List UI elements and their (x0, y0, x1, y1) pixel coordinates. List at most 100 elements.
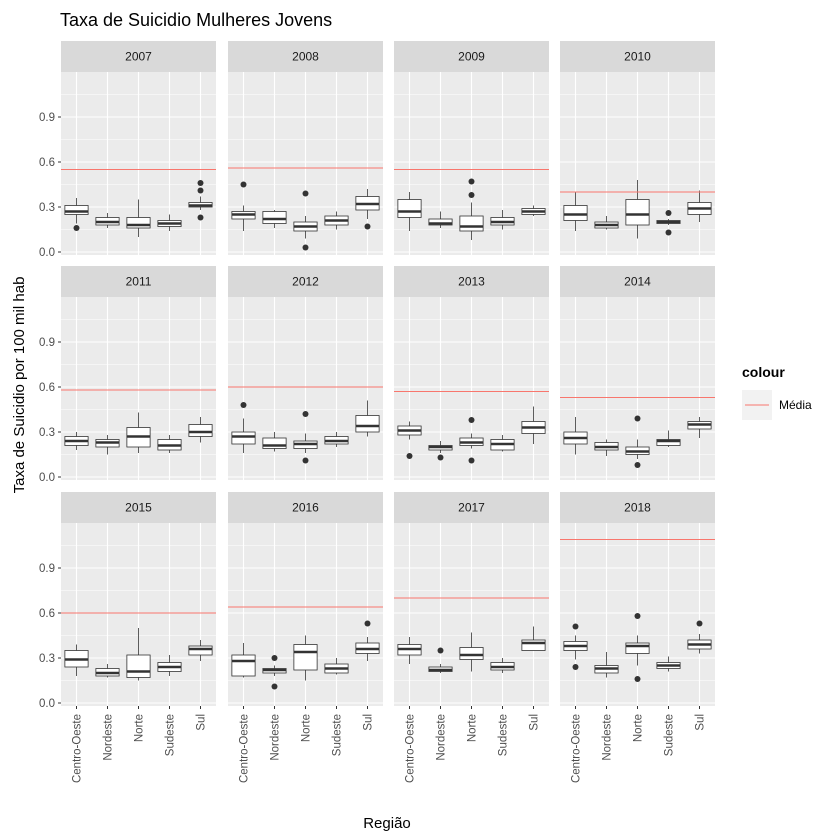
facet-strip (394, 492, 549, 523)
legend: colour Média (742, 364, 812, 420)
box-norte (459, 632, 484, 672)
x-axis-title: Região (363, 815, 411, 832)
outlier-point (437, 454, 444, 461)
box-sul (687, 620, 712, 654)
box-iqr (293, 644, 318, 671)
facet-label: 2010 (624, 50, 651, 64)
box-iqr (563, 205, 588, 221)
x-tick-label: Centro-Oeste (239, 714, 251, 783)
box-centro-oeste (563, 417, 588, 455)
box-iqr (355, 415, 380, 433)
box-iqr (126, 654, 151, 678)
box-iqr (231, 654, 256, 677)
x-tick-label: Sudeste (165, 714, 177, 756)
outlier-point (364, 223, 371, 230)
outlier-point (406, 453, 413, 459)
box-iqr (625, 642, 650, 654)
facet-strip (61, 41, 216, 72)
outlier-point (468, 457, 475, 464)
legend-label-media: Média (779, 398, 812, 412)
box-centro-oeste (397, 637, 422, 664)
y-tick-label: 0.6 (39, 608, 55, 620)
box-norte (126, 199, 151, 237)
box-centro-oeste (231, 402, 256, 453)
outlier-point (271, 655, 278, 661)
box-iqr (188, 645, 213, 656)
facet-label: 2014 (624, 275, 651, 289)
box-iqr (656, 439, 681, 446)
outlier-point (197, 214, 204, 221)
outlier-point (302, 411, 309, 417)
box-sudeste (157, 214, 182, 231)
box-sudeste (656, 656, 681, 672)
outlier-point (572, 664, 579, 670)
box-sul (521, 626, 546, 651)
box-centro-oeste (397, 192, 422, 231)
y-tick-label: 0.6 (39, 382, 55, 394)
facet-2010: 2010 (560, 41, 715, 255)
facet-strip (560, 492, 715, 523)
box-nordeste (428, 647, 453, 673)
facet-strip (394, 266, 549, 297)
outlier-point (364, 620, 371, 627)
y-tick-label: 0.0 (39, 247, 55, 259)
facet-2008: 2008 (228, 41, 383, 255)
outlier-point (634, 462, 641, 468)
facet-2009: 2009 (394, 41, 549, 255)
legend-title: colour (742, 364, 785, 380)
box-nordeste (428, 211, 453, 228)
box-iqr (397, 199, 422, 218)
x-tick-label: Norte (633, 714, 645, 742)
outlier-point (73, 225, 80, 231)
box-iqr (428, 218, 453, 226)
x-tick-label: Nordeste (103, 714, 115, 761)
outlier-point (572, 623, 579, 630)
outlier-point (302, 190, 309, 197)
x-tick-label: Sudeste (332, 714, 344, 756)
y-tick-label: 0.0 (39, 472, 55, 484)
facet-2013: 2013 (394, 266, 549, 480)
outlier-point (468, 178, 475, 185)
facet-strip (228, 266, 383, 297)
box-sudeste (490, 435, 515, 452)
box-nordeste (95, 664, 120, 678)
outlier-point (696, 620, 703, 627)
outlier-point (302, 457, 309, 464)
x-tick-label: Sul (529, 714, 541, 731)
box-iqr (521, 639, 546, 651)
box-sudeste (656, 430, 681, 447)
y-tick-label: 0.6 (39, 157, 55, 169)
outlier-point (665, 229, 672, 236)
box-centro-oeste (563, 192, 588, 231)
x-tick-label: Sudeste (498, 714, 510, 756)
box-centro-oeste (231, 181, 256, 231)
facet-label: 2009 (458, 50, 485, 64)
y-tick-label: 0.3 (39, 653, 55, 665)
x-tick-label: Centro-Oeste (571, 714, 583, 783)
x-tick-label: Norte (134, 714, 146, 742)
box-norte (459, 417, 484, 464)
box-sul (521, 205, 546, 216)
outlier-point (271, 683, 278, 690)
y-axis-title: Taxa de Suicidio por 100 mil hab (11, 277, 28, 494)
facet-strip (228, 41, 383, 72)
facet-2017: 2017 Centro-Oeste Nordeste Norte Sudeste Sul (394, 492, 549, 783)
x-tick-label: Sudeste (664, 714, 676, 756)
y-tick-label: 0.3 (39, 427, 55, 439)
x-tick-label: Nordeste (602, 714, 614, 761)
x-tick-label: Nordeste (270, 714, 282, 761)
outlier-point (665, 210, 672, 216)
x-tick-label: Sul (363, 714, 375, 731)
box-centro-oeste (231, 643, 256, 678)
box-sul (687, 417, 712, 438)
box-sudeste (324, 432, 349, 447)
facet-strip (394, 41, 549, 72)
box-norte (293, 635, 318, 681)
facet-panels: 2007 0.0 0.3 0.6 0.9 2008 2009 2010 2011 0.0 0.3 0.… (39, 41, 715, 783)
facet-label: 2013 (458, 275, 485, 289)
box-nordeste (594, 439, 619, 456)
box-iqr (64, 205, 89, 215)
outlier-point (240, 181, 247, 188)
box-iqr (262, 437, 287, 449)
